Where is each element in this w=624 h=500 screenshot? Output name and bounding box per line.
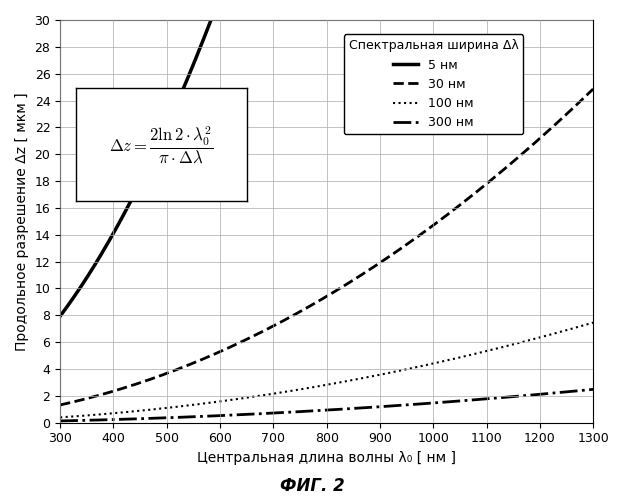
- 100 нм: [56, 414, 64, 420]
- 100 нм: [111, 410, 119, 416]
- 30 нм: [422, 228, 430, 234]
- Line: 5 нм: 5 нм: [60, 0, 593, 316]
- 300 нм: [291, 409, 299, 415]
- 30 нм: [590, 86, 597, 92]
- Legend: 5 нм, 30 нм, 100 нм, 300 нм: 5 нм, 30 нм, 100 нм, 300 нм: [344, 34, 524, 134]
- 300 нм: [111, 416, 119, 422]
- 30 нм: [111, 388, 119, 394]
- 300 нм: [272, 410, 280, 416]
- 30 нм: [56, 402, 64, 408]
- 5 нм: [56, 313, 64, 319]
- 100 нм: [472, 350, 479, 356]
- X-axis label: Центральная длина волны λ₀ [ нм ]: Центральная длина волны λ₀ [ нм ]: [197, 451, 456, 465]
- 100 нм: [590, 320, 597, 326]
- 100 нм: [482, 348, 489, 354]
- 30 нм: [472, 190, 479, 196]
- 300 нм: [590, 386, 597, 392]
- Y-axis label: Продольное разрешение Δz [ мкм ]: Продольное разрешение Δz [ мкм ]: [15, 92, 29, 350]
- Line: 30 нм: 30 нм: [60, 89, 593, 405]
- 300 нм: [422, 400, 430, 406]
- 300 нм: [56, 418, 64, 424]
- 100 нм: [291, 387, 299, 393]
- 30 нм: [482, 182, 489, 188]
- 100 нм: [422, 362, 430, 368]
- 100 нм: [272, 390, 280, 396]
- Line: 100 нм: 100 нм: [60, 322, 593, 418]
- Line: 300 нм: 300 нм: [60, 390, 593, 421]
- Text: ФИГ. 2: ФИГ. 2: [280, 477, 344, 495]
- 30 нм: [272, 322, 280, 328]
- 30 нм: [291, 312, 299, 318]
- 300 нм: [482, 396, 489, 402]
- 300 нм: [472, 396, 479, 402]
- 5 нм: [111, 228, 119, 234]
